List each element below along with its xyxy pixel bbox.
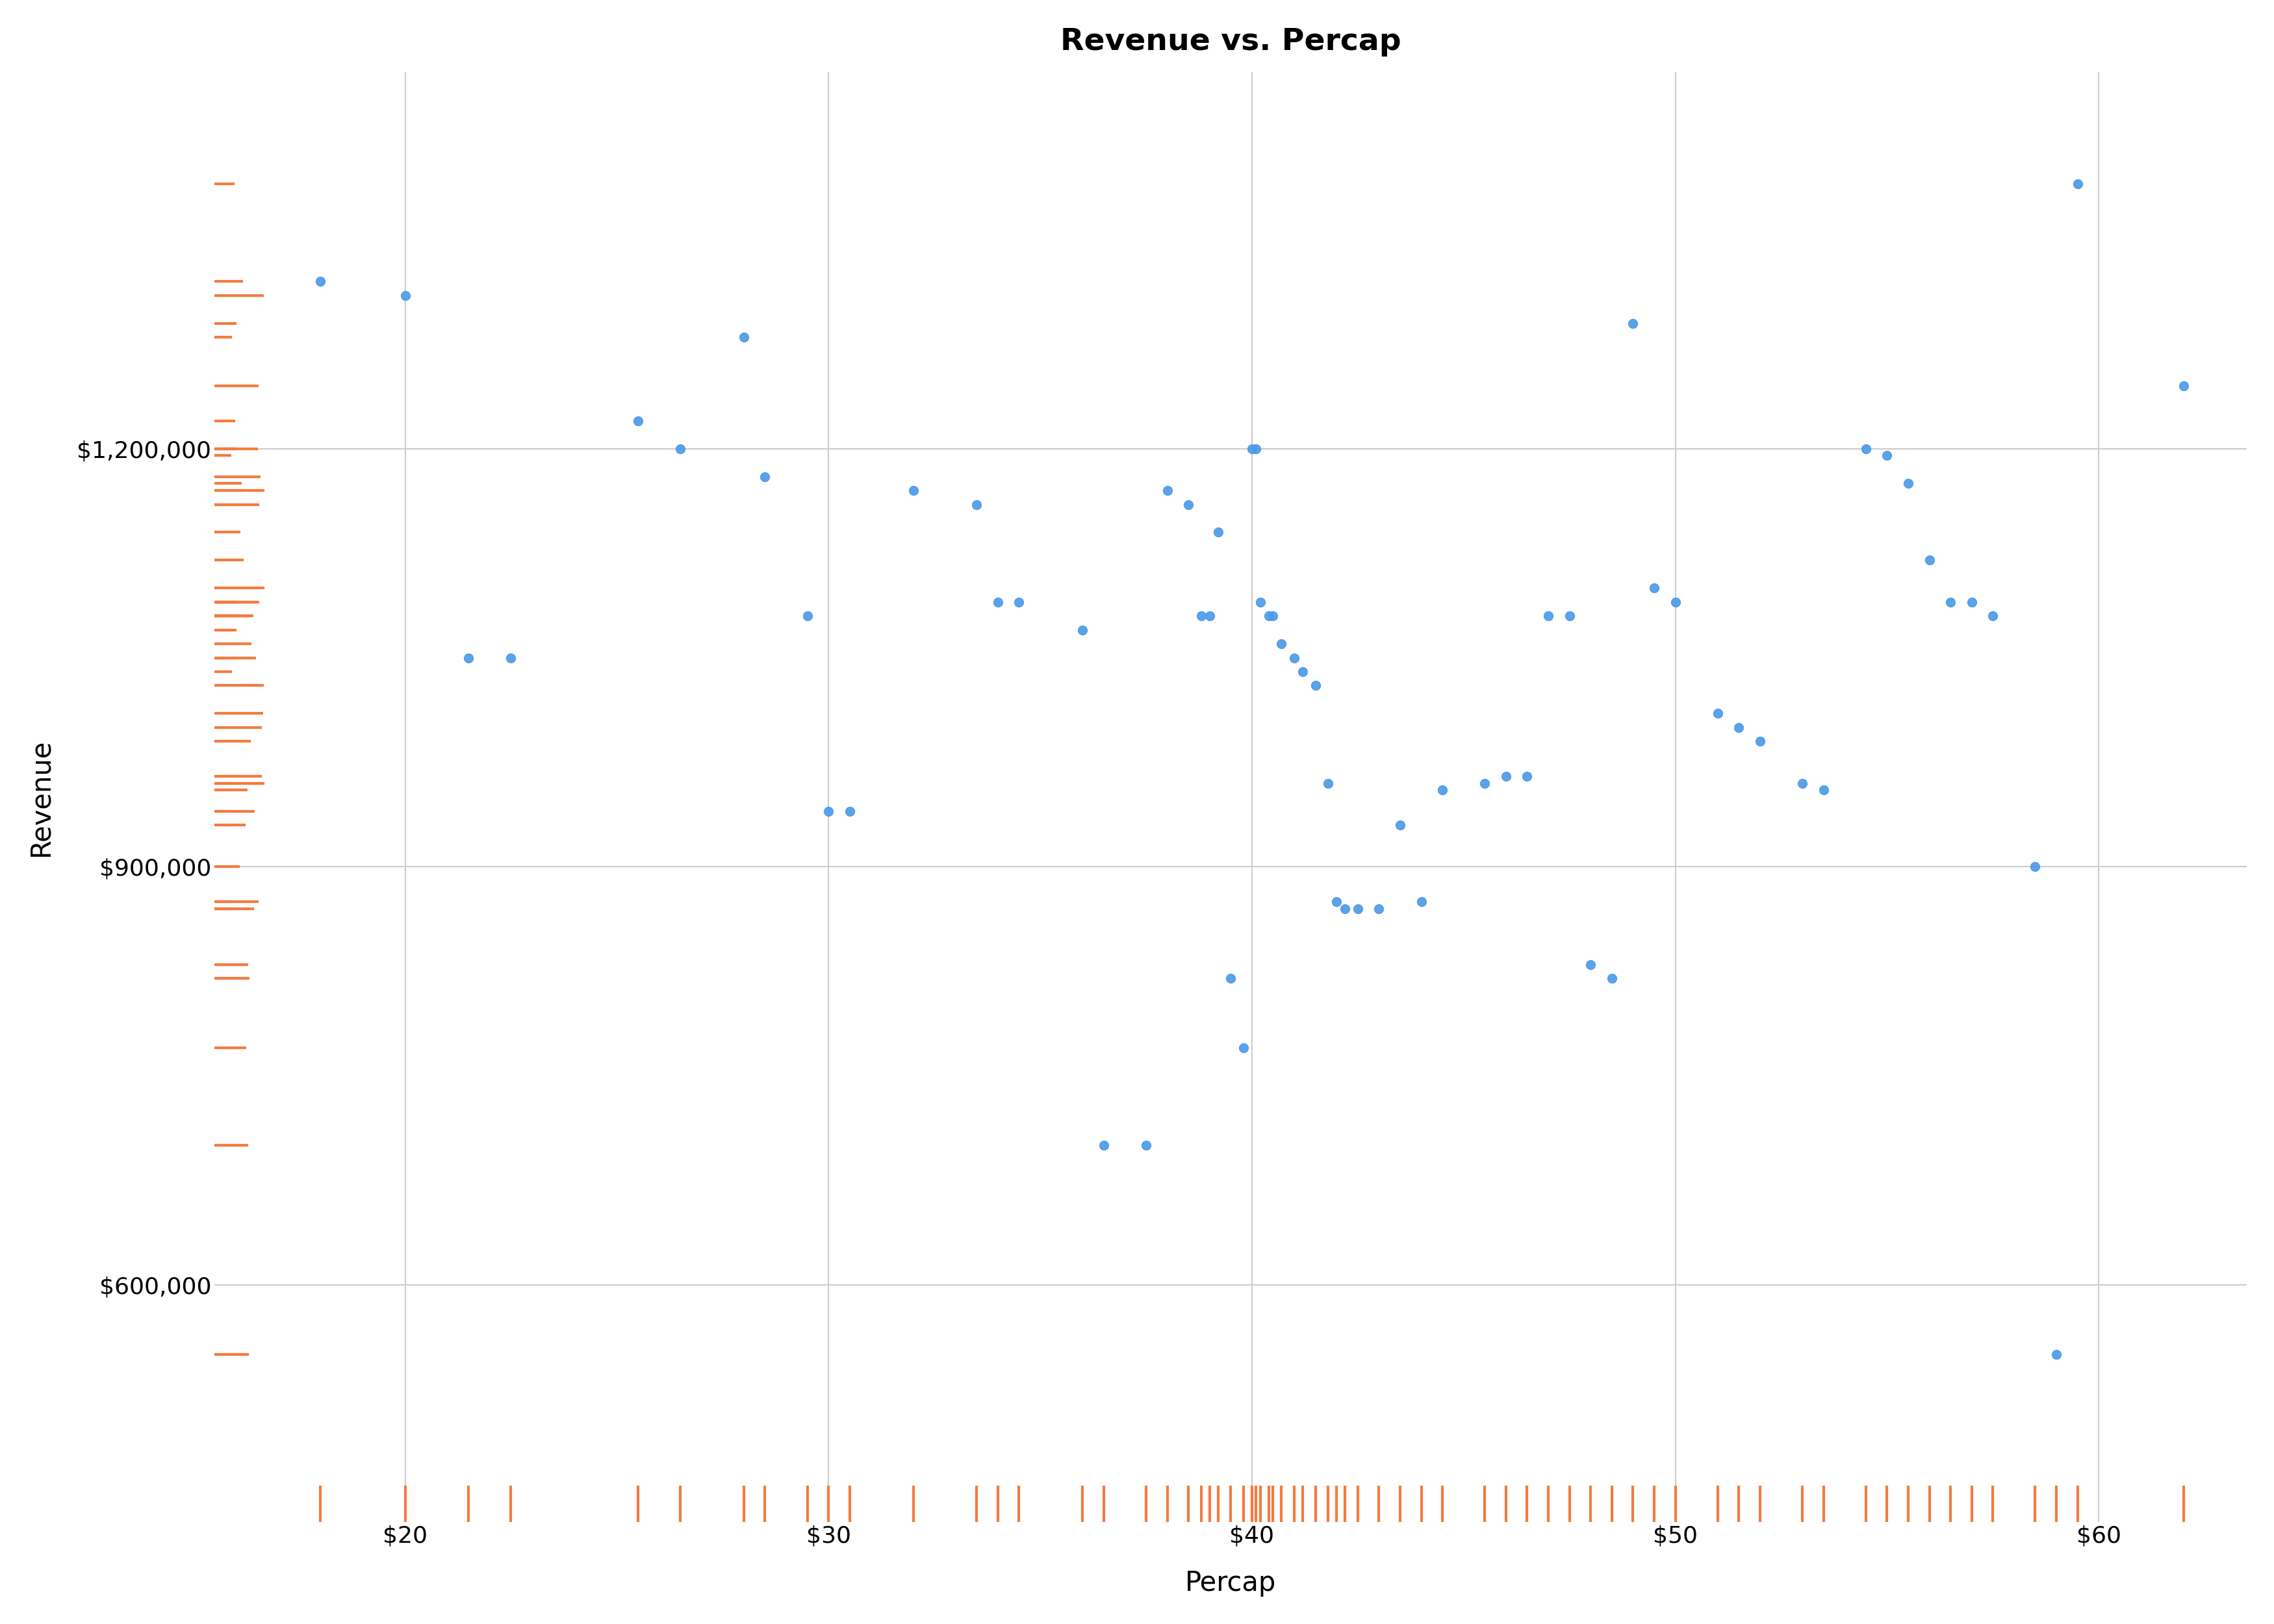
Point [1424, 778, 1460, 804]
Point [810, 797, 846, 823]
Point [2038, 1341, 2074, 1367]
Point [1264, 630, 1301, 656]
Point [980, 590, 1016, 615]
Point [1212, 965, 1248, 991]
Point [789, 603, 825, 628]
Point [2017, 854, 2053, 880]
Point [725, 325, 762, 351]
Point [1360, 895, 1396, 921]
Point [1237, 435, 1273, 461]
Point [450, 645, 487, 671]
Point [1339, 895, 1376, 921]
Point [621, 408, 657, 434]
Point [493, 645, 530, 671]
Point [1510, 763, 1546, 789]
Point [1571, 952, 1608, 978]
Point [1806, 778, 1842, 804]
Point [1849, 435, 1885, 461]
Point [1530, 603, 1567, 628]
Point [832, 797, 869, 823]
Point [746, 463, 782, 489]
Point [1699, 700, 1735, 726]
Point [960, 492, 996, 518]
Point [1255, 603, 1292, 628]
Point [1551, 603, 1587, 628]
Point [1001, 590, 1037, 615]
Point [1721, 715, 1758, 741]
Point [662, 435, 698, 461]
Point [1594, 965, 1630, 991]
Point [1869, 443, 1906, 469]
Point [1192, 603, 1228, 628]
Point [1326, 895, 1362, 921]
Point [1085, 1132, 1121, 1158]
Point [1319, 888, 1355, 914]
Point [387, 283, 423, 309]
Point [1953, 590, 1990, 615]
Point [1974, 603, 2010, 628]
Point [1933, 590, 1969, 615]
X-axis label: Percap: Percap [1185, 1570, 1276, 1596]
Point [1487, 763, 1524, 789]
Point [1310, 770, 1346, 796]
Point [1785, 770, 1821, 796]
Point [1890, 471, 1926, 497]
Point [1251, 603, 1287, 628]
Point [1064, 617, 1101, 643]
Y-axis label: Revenue: Revenue [27, 739, 55, 856]
Point [1658, 590, 1694, 615]
Point [1910, 547, 1947, 573]
Point [302, 268, 339, 294]
Point [1403, 888, 1439, 914]
Point [1242, 590, 1278, 615]
Point [1226, 1034, 1262, 1060]
Point [1148, 477, 1185, 503]
Point [1285, 659, 1321, 685]
Point [2165, 374, 2201, 400]
Point [1201, 520, 1237, 546]
Point [1296, 672, 1333, 698]
Point [1383, 812, 1419, 838]
Point [1276, 645, 1312, 671]
Point [1128, 1132, 1164, 1158]
Point [1182, 603, 1219, 628]
Point [1635, 575, 1671, 601]
Point [1171, 492, 1207, 518]
Point [1467, 770, 1503, 796]
Point [1742, 728, 1778, 754]
Point [1615, 310, 1651, 336]
Point [896, 477, 932, 503]
Title: Revenue vs. Percap: Revenue vs. Percap [1060, 28, 1401, 57]
Point [2060, 171, 2097, 197]
Point [1235, 435, 1271, 461]
